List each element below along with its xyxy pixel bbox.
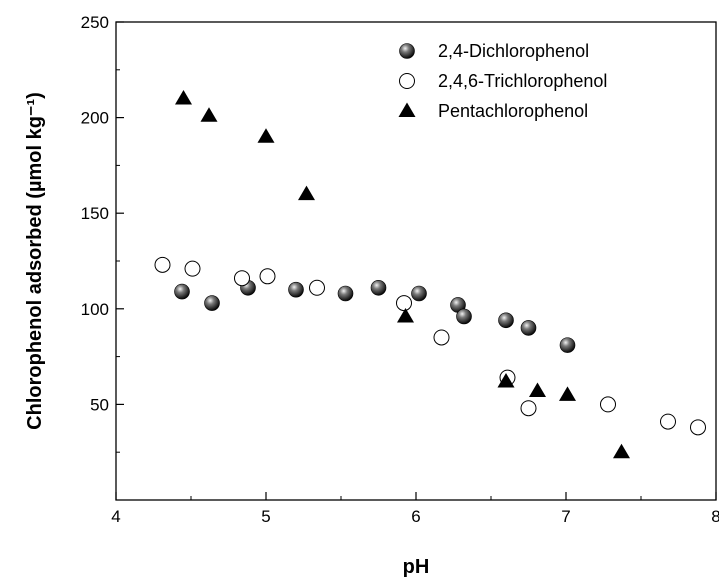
legend-marker-dichlorophenol xyxy=(399,43,415,59)
point-dichlorophenol xyxy=(204,295,220,311)
point-dichlorophenol xyxy=(288,281,304,298)
y-axis-ticks: 50 100 150 200 250 xyxy=(81,13,124,453)
point-trichlorophenol xyxy=(600,396,616,413)
point-trichlorophenol xyxy=(154,256,171,273)
x-tick-label: 5 xyxy=(261,507,270,526)
y-tick-label: 200 xyxy=(81,109,109,128)
y-tick-label: 250 xyxy=(81,13,109,32)
point-dichlorophenol xyxy=(370,279,387,296)
point-pentachlorophenol xyxy=(397,307,414,323)
x-tick-label: 8 xyxy=(711,507,719,526)
point-trichlorophenol xyxy=(234,270,250,287)
legend-label-trichlorophenol: 2,4,6-Trichlorophenol xyxy=(438,71,607,91)
point-pentachlorophenol xyxy=(497,372,515,388)
legend-marker-trichlorophenol xyxy=(399,73,415,89)
legend-label-dichlorophenol: 2,4-Dichlorophenol xyxy=(438,41,589,61)
point-pentachlorophenol xyxy=(298,185,315,201)
x-tick-label: 6 xyxy=(411,507,420,526)
point-dichlorophenol xyxy=(411,285,427,302)
point-trichlorophenol xyxy=(690,419,706,436)
point-pentachlorophenol xyxy=(257,128,275,143)
x-axis-ticks: 4 5 6 7 8 xyxy=(111,492,719,526)
plot-area-border xyxy=(115,21,717,501)
point-pentachlorophenol xyxy=(200,107,218,122)
x-tick-label: 4 xyxy=(111,507,120,526)
point-dichlorophenol xyxy=(456,308,472,325)
legend-marker-pentachlorophenol xyxy=(398,102,416,117)
x-axis-title: pH xyxy=(403,556,430,578)
legend: 2,4-Dichlorophenol 2,4,6-Trichlorophenol… xyxy=(398,41,607,121)
point-trichlorophenol xyxy=(396,295,412,312)
plot-frame xyxy=(115,21,717,501)
legend-item-dichlorophenol: 2,4-Dichlorophenol xyxy=(399,41,589,61)
point-trichlorophenol xyxy=(184,260,201,277)
legend-item-trichlorophenol: 2,4,6-Trichlorophenol xyxy=(399,71,607,91)
point-dichlorophenol xyxy=(337,285,354,302)
point-trichlorophenol xyxy=(520,400,537,417)
legend-item-pentachlorophenol: Pentachlorophenol xyxy=(398,101,588,121)
point-pentachlorophenol xyxy=(559,386,576,401)
y-tick-label: 150 xyxy=(81,204,109,223)
y-axis-title: Chlorophenol adsorbed (µmol kg⁻¹) xyxy=(24,92,46,430)
point-trichlorophenol xyxy=(309,279,325,296)
point-pentachlorophenol xyxy=(175,89,192,105)
point-dichlorophenol xyxy=(174,283,190,300)
point-trichlorophenol xyxy=(660,413,676,430)
point-pentachlorophenol xyxy=(613,443,630,459)
y-tick-label: 50 xyxy=(90,395,109,414)
point-dichlorophenol xyxy=(559,337,576,353)
point-dichlorophenol xyxy=(520,320,537,336)
point-trichlorophenol xyxy=(259,268,276,285)
y-tick-label: 100 xyxy=(81,300,109,319)
point-dichlorophenol xyxy=(498,312,514,329)
data-points xyxy=(154,89,706,459)
legend-label-pentachlorophenol: Pentachlorophenol xyxy=(438,101,588,121)
point-trichlorophenol xyxy=(433,329,450,346)
x-tick-label: 7 xyxy=(561,507,570,526)
point-pentachlorophenol xyxy=(529,382,546,398)
